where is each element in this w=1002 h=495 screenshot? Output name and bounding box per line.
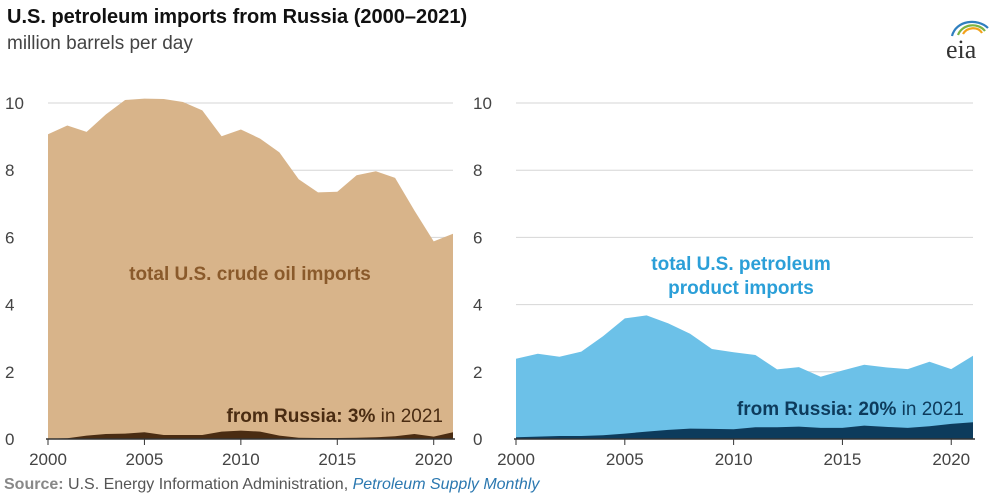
x-tick-label: 2010 <box>715 450 753 469</box>
y-tick-label: 10 <box>473 94 492 113</box>
y-tick-label: 6 <box>5 228 14 247</box>
total-imports-label: total U.S. petroleum product imports <box>651 254 830 299</box>
total-imports-label: total U.S. crude oil imports <box>129 264 371 285</box>
x-tick-label: 2005 <box>606 450 644 469</box>
y-tick-label: 2 <box>473 363 482 382</box>
source-note: Source: U.S. Energy Information Administ… <box>4 476 539 494</box>
chart-title: U.S. petroleum imports from Russia (2000… <box>7 6 468 28</box>
y-tick-label: 0 <box>473 430 482 449</box>
x-tick-label: 2010 <box>222 450 260 469</box>
x-tick-label: 2020 <box>932 450 970 469</box>
russia-share-label: from Russia: 3% in 2021 <box>227 406 444 427</box>
y-tick-label: 8 <box>5 161 14 180</box>
y-tick-label: 4 <box>473 296 482 315</box>
chart-subtitle: million barrels per day <box>7 33 193 54</box>
total-imports-area <box>516 315 973 439</box>
x-tick-label: 2015 <box>824 450 862 469</box>
y-tick-label: 0 <box>5 430 14 449</box>
total-imports-area <box>48 98 453 439</box>
logo-text: eia <box>946 35 977 64</box>
y-tick-label: 4 <box>5 296 14 315</box>
y-tick-label: 6 <box>473 228 482 247</box>
y-tick-label: 2 <box>5 363 14 382</box>
russia-share-label: from Russia: 20% in 2021 <box>737 399 964 420</box>
source-text: U.S. Energy Information Administration, <box>63 476 353 493</box>
eia-logo: eia <box>946 20 989 64</box>
x-tick-label: 2000 <box>497 450 535 469</box>
y-tick-label: 10 <box>5 94 24 113</box>
source-label: Source: <box>4 476 64 493</box>
x-tick-label: 2015 <box>318 450 356 469</box>
x-tick-label: 2020 <box>415 450 453 469</box>
source-publication: Petroleum Supply Monthly <box>352 476 540 493</box>
russia-imports-area <box>516 422 973 439</box>
russia-imports-area <box>48 430 453 439</box>
x-tick-label: 2000 <box>29 450 67 469</box>
x-tick-label: 2005 <box>126 450 164 469</box>
y-tick-label: 8 <box>473 161 482 180</box>
